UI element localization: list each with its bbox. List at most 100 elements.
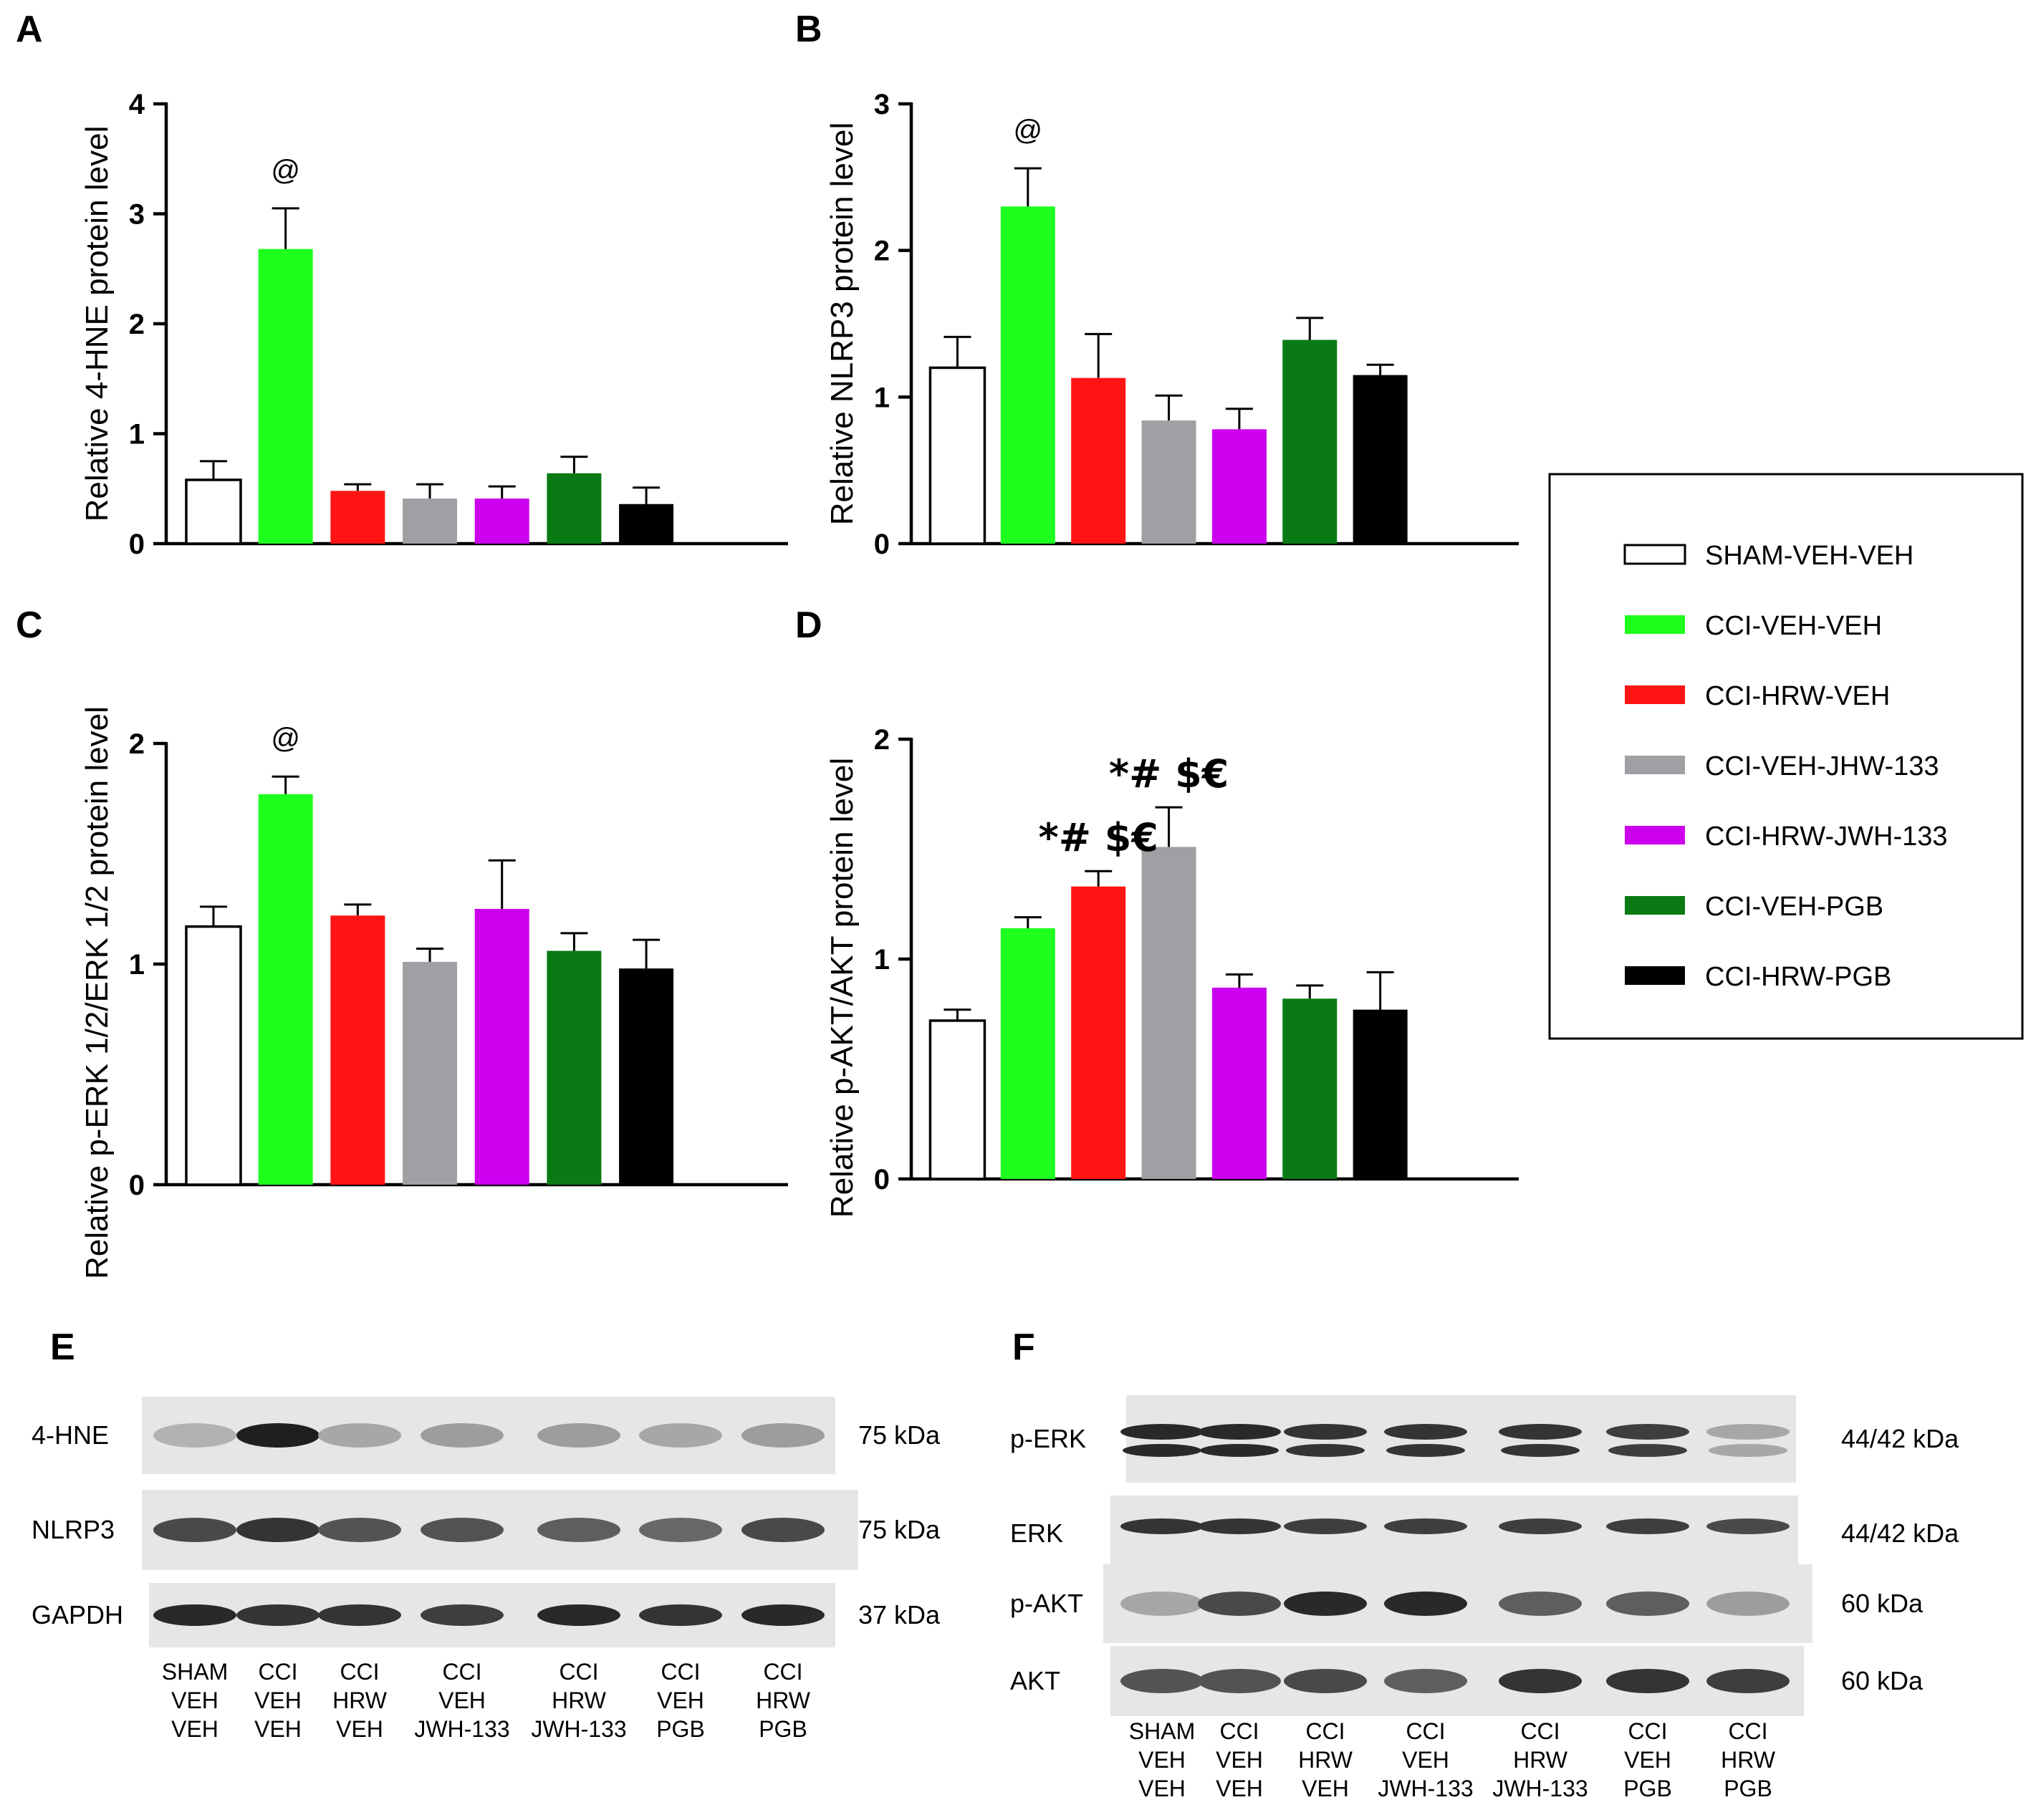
blot-band bbox=[1384, 1518, 1467, 1534]
bar-cci-hrw-pgb bbox=[619, 504, 674, 544]
blot-band bbox=[1608, 1444, 1687, 1457]
blot-row-label: p-AKT bbox=[1010, 1589, 1083, 1618]
blot-band bbox=[1386, 1444, 1465, 1457]
blot-row-p-erk: p-ERK 44/42 kDa bbox=[1010, 1395, 1959, 1483]
blot-band bbox=[1198, 1518, 1281, 1534]
bar-cci-hrw-pgb bbox=[1353, 1009, 1408, 1179]
lane-label: PGB bbox=[656, 1716, 705, 1742]
blot-band bbox=[1499, 1424, 1582, 1440]
panel-letter: A bbox=[16, 9, 43, 50]
lane-label: VEH bbox=[1216, 1747, 1263, 1773]
blot-band bbox=[236, 1518, 320, 1542]
blot-kda-label: 44/42 kDa bbox=[1841, 1518, 1959, 1548]
bar-cci-hrw-veh bbox=[1071, 886, 1126, 1179]
blot-band bbox=[1706, 1518, 1790, 1534]
bar-cci-hrw-jwh-133 bbox=[1211, 987, 1267, 1179]
lane-label: VEH bbox=[336, 1716, 383, 1742]
y-axis-label: Relative 4-HNE protein level bbox=[80, 126, 115, 522]
blot-row-p-akt: p-AKT 60 kDa bbox=[1010, 1564, 1924, 1643]
bar-cci-hrw-veh bbox=[330, 915, 385, 1185]
blot-band bbox=[1499, 1592, 1582, 1616]
lane-label: JWH-133 bbox=[1492, 1776, 1588, 1801]
blot-band bbox=[1384, 1669, 1467, 1693]
legend-swatch bbox=[1623, 544, 1686, 565]
blot-row-erk: ERK 44/42 kDa bbox=[1010, 1496, 1959, 1571]
blot-band bbox=[1499, 1518, 1582, 1534]
panel-letter: C bbox=[16, 605, 43, 646]
lane-label: CCI bbox=[1406, 1718, 1445, 1744]
blot-band bbox=[537, 1423, 620, 1448]
chart-panel-c: C 0 1 2 Relative p-ERK 1/2/ERK 1/2 protein l… bbox=[16, 605, 788, 1279]
blot-band bbox=[639, 1604, 722, 1626]
blot-kda-label: 75 kDa bbox=[858, 1515, 941, 1544]
blot-band bbox=[421, 1518, 504, 1542]
lane-label: CCI bbox=[1628, 1718, 1667, 1744]
blot-band bbox=[1501, 1444, 1580, 1457]
bar-cci-hrw-veh bbox=[1071, 377, 1126, 544]
blot-band bbox=[1384, 1592, 1467, 1616]
blot-band bbox=[1284, 1518, 1367, 1534]
y-tick-label: 3 bbox=[129, 199, 145, 231]
lane-label: HRW bbox=[1513, 1747, 1568, 1773]
blot-band bbox=[1198, 1424, 1281, 1440]
y-axis-label: Relative p-ERK 1/2/ERK 1/2 protein level bbox=[80, 706, 115, 1279]
blot-band bbox=[741, 1604, 825, 1626]
bar-sham-veh-veh bbox=[928, 366, 986, 545]
bar-cci-veh-veh bbox=[258, 249, 313, 544]
lane-label: VEH bbox=[1402, 1747, 1449, 1773]
bar-cci-veh-jhw-133 bbox=[403, 961, 458, 1185]
bar-cci-veh-pgb bbox=[547, 950, 602, 1185]
bar-cci-hrw-jwh-133 bbox=[474, 909, 529, 1185]
legend-label: CCI-VEH-JHW-133 bbox=[1705, 751, 1939, 781]
bar-cci-veh-veh bbox=[1000, 206, 1055, 544]
chart-panel-a: A 0 1 2 3 4 Relative 4-HNE protein level @ bbox=[16, 9, 788, 560]
blot-band bbox=[1706, 1592, 1790, 1616]
blot-band bbox=[236, 1423, 320, 1448]
lane-label: CCI bbox=[1305, 1718, 1345, 1744]
bar-cci-veh-pgb bbox=[1282, 340, 1338, 544]
blot-band bbox=[153, 1423, 236, 1448]
chart-panel-d: D 0 1 2 Relative p-AKT/AKT protein level *# $… bbox=[795, 605, 1519, 1218]
panel-letter: D bbox=[795, 605, 822, 646]
blot-band bbox=[639, 1518, 722, 1542]
legend-swatch bbox=[1625, 615, 1685, 634]
legend-label: SHAM-VEH-VEH bbox=[1705, 541, 1913, 571]
blot-band bbox=[1606, 1424, 1689, 1440]
blot-band bbox=[1120, 1592, 1204, 1616]
y-tick-label: 1 bbox=[129, 949, 145, 981]
lane-label: HRW bbox=[552, 1687, 607, 1713]
bar-sham-veh-veh bbox=[185, 925, 242, 1186]
bar-cci-hrw-jwh-133 bbox=[1211, 429, 1267, 544]
legend-label: CCI-HRW-PGB bbox=[1705, 962, 1891, 992]
lane-label: VEH bbox=[1138, 1776, 1186, 1801]
blot-band bbox=[1198, 1592, 1281, 1616]
y-tick-label: 2 bbox=[874, 236, 890, 267]
y-tick-label: 4 bbox=[129, 89, 145, 120]
lane-label: CCI bbox=[442, 1659, 481, 1685]
lane-label: VEH bbox=[1138, 1747, 1186, 1773]
blot-kda-label: 60 kDa bbox=[1841, 1666, 1924, 1695]
blot-band bbox=[1606, 1669, 1689, 1693]
blot-band bbox=[1606, 1592, 1689, 1616]
y-tick-label: 1 bbox=[874, 382, 890, 413]
blot-band bbox=[153, 1518, 236, 1542]
blot-band bbox=[1120, 1424, 1204, 1440]
blot-band bbox=[236, 1604, 320, 1626]
lane-label: HRW bbox=[1721, 1747, 1776, 1773]
panel-letter: B bbox=[795, 9, 822, 50]
lane-label: CCI bbox=[1728, 1718, 1767, 1744]
legend-swatch bbox=[1625, 826, 1685, 844]
blot-band bbox=[1709, 1444, 1787, 1457]
lane-label: VEH bbox=[171, 1716, 219, 1742]
legend-swatch bbox=[1625, 756, 1685, 774]
panel-letter: F bbox=[1012, 1327, 1035, 1368]
blot-band bbox=[537, 1518, 620, 1542]
legend-label: CCI-VEH-VEH bbox=[1705, 611, 1882, 641]
blot-band bbox=[1123, 1444, 1201, 1457]
y-tick-label: 1 bbox=[129, 419, 145, 451]
y-tick-label: 2 bbox=[129, 728, 145, 760]
lane-label: PGB bbox=[1724, 1776, 1772, 1801]
lane-label: VEH bbox=[171, 1687, 219, 1713]
